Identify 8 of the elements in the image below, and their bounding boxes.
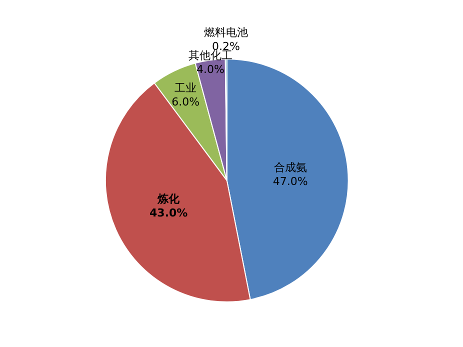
slice-label: 工业 [174,82,197,95]
data-label: 4.0% [196,63,224,76]
data-label: 6.0% [172,96,200,109]
data-label: 43.0% [150,206,188,220]
data-label: 47.0% [272,174,308,188]
slice-label: 合成氨 [274,160,307,174]
slice-label: 燃料电池 [204,26,248,40]
slice-label: 炼化 [156,192,181,206]
